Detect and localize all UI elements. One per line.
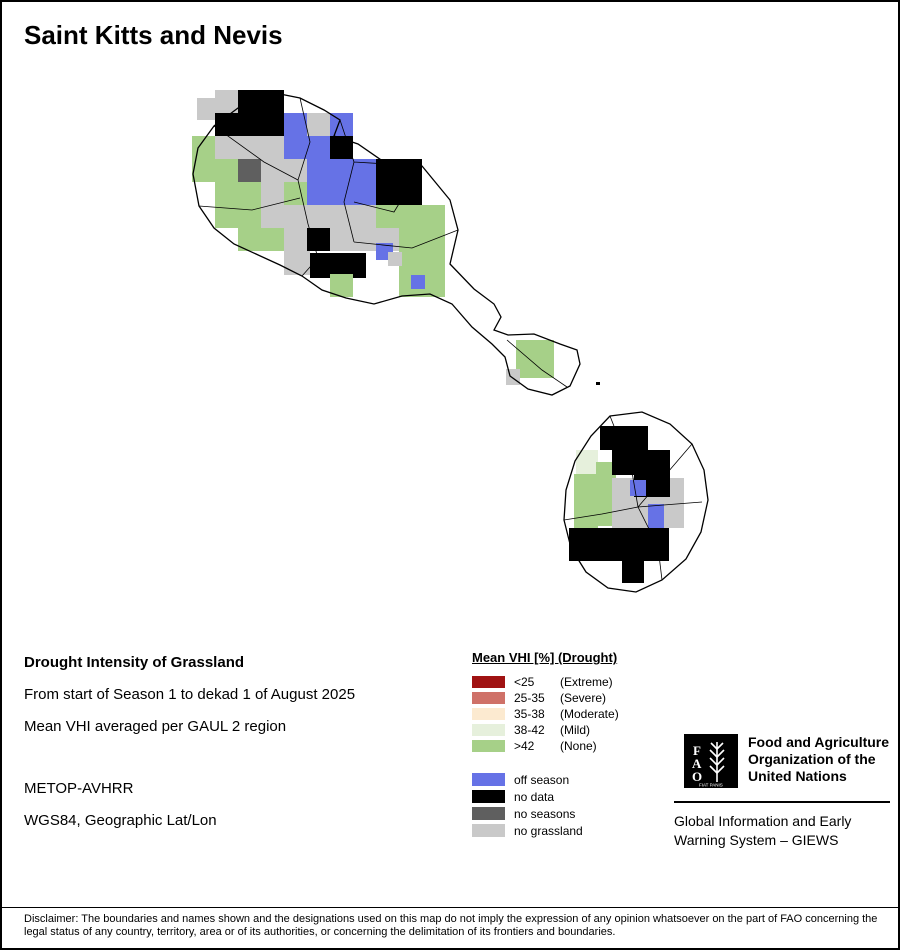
map-sensor: METOP-AVHRR — [24, 780, 134, 797]
disclaimer-text: Disclaimer: The boundaries and names sho… — [24, 913, 878, 938]
legend-label: no grassland — [514, 823, 583, 838]
map-projection: WGS84, Geographic Lat/Lon — [24, 812, 217, 829]
fao-logo-motto: FIAT PANIS — [699, 783, 723, 788]
nevis-outline — [563, 411, 709, 593]
fao-logo-letter-a: A — [692, 756, 702, 771]
legend-range: 38-42 — [514, 723, 545, 737]
legend-row-mild: 38-42 (Mild) — [472, 722, 619, 738]
legend-qualifier: (Extreme) — [560, 675, 613, 689]
map-raster-cells — [192, 90, 684, 583]
disclaimer-divider — [2, 907, 898, 908]
legend-qualifier: (Severe) — [560, 691, 607, 705]
legend-swatch-no-data — [472, 790, 505, 803]
fao-divider — [674, 801, 890, 803]
wheat-ear-icon — [709, 742, 725, 782]
fao-name: Food and Agriculture Organization of the… — [748, 734, 890, 784]
map-method: Mean VHI averaged per GAUL 2 region — [24, 718, 287, 735]
legend-swatch-moderate — [472, 708, 505, 720]
legend-spacer — [472, 754, 619, 771]
fao-logo-icon: F A O FIAT PANIS — [684, 734, 738, 788]
legend-range: >42 — [514, 739, 535, 753]
legend-row-extreme: <25 (Extreme) — [472, 674, 619, 690]
legend-swatch-severe — [472, 692, 505, 704]
saint-kitts-outline — [192, 91, 581, 396]
fao-block: F A O FIAT PANIS Food and Agriculture Or… — [684, 734, 898, 788]
nevis-admin-boundaries — [563, 415, 703, 581]
legend: Mean VHI [%] (Drought) <25 (Extreme) 25-… — [472, 650, 619, 839]
legend-range: 25-35 — [514, 691, 545, 705]
legend-row-off-season: off season — [472, 771, 619, 788]
info-spacer — [24, 750, 355, 780]
legend-swatch-off-season — [472, 773, 505, 786]
legend-qualifier: (None) — [560, 739, 597, 753]
legend-swatch-extreme — [472, 676, 505, 688]
legend-row-moderate: 35-38 (Moderate) — [472, 706, 619, 722]
legend-row-no-grassland: no grassland — [472, 822, 619, 839]
legend-row-no-data: no data — [472, 788, 619, 805]
legend-row-none: >42 (None) — [472, 738, 619, 754]
map-subtitle: Drought Intensity of Grassland — [24, 654, 245, 671]
legend-row-no-seasons: no seasons — [472, 805, 619, 822]
fao-logo-letter-f: F — [693, 743, 701, 758]
legend-range: 35-38 — [514, 707, 545, 721]
legend-title: Mean VHI [%] (Drought) — [472, 650, 618, 665]
giews-text: Global Information and Early Warning Sys… — [674, 813, 852, 848]
saint-kitts-admin-boundaries — [198, 97, 568, 388]
map-period: From start of Season 1 to dekad 1 of Aug… — [24, 686, 356, 703]
legend-swatch-none — [472, 740, 505, 752]
legend-qualifier: (Mild) — [560, 723, 590, 737]
legend-label: no data — [514, 789, 555, 804]
legend-swatch-no-seasons — [472, 807, 505, 820]
legend-range: <25 — [514, 675, 535, 689]
legend-swatch-no-grassland — [472, 824, 505, 837]
legend-label: no seasons — [514, 806, 576, 821]
page-title: Saint Kitts and Nevis — [24, 20, 283, 50]
legend-label: off season — [514, 772, 570, 787]
fao-logo-letter-o: O — [692, 769, 702, 784]
map-info-block: Drought Intensity of Grassland From star… — [24, 654, 355, 844]
legend-swatch-mild — [472, 724, 505, 736]
legend-qualifier: (Moderate) — [560, 707, 619, 721]
legend-row-severe: 25-35 (Severe) — [472, 690, 619, 706]
